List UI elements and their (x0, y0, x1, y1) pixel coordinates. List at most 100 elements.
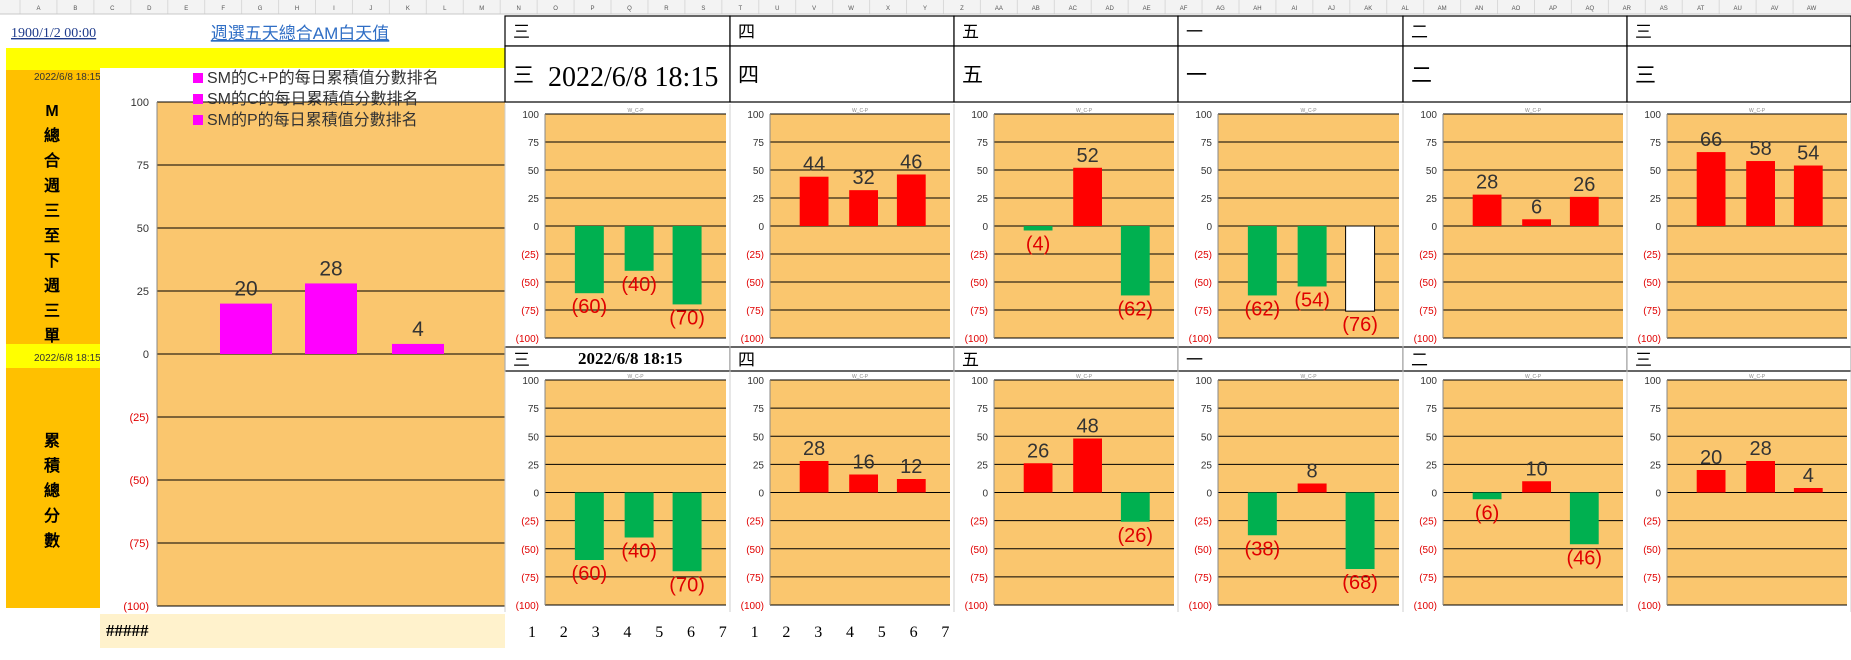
column-letter[interactable]: AD (1106, 6, 1115, 12)
day-number-cell[interactable]: 2 (560, 624, 568, 641)
small-bar[interactable] (1522, 481, 1551, 493)
column-letter[interactable]: S (701, 6, 705, 12)
small-bar[interactable] (1345, 225, 1376, 312)
day-number-cell[interactable]: 3 (592, 624, 600, 641)
small-bar[interactable] (1696, 152, 1726, 226)
column-letter[interactable]: AL (1402, 6, 1410, 12)
column-letter[interactable]: N (517, 6, 521, 12)
column-letter[interactable]: K (406, 6, 410, 12)
column-letter[interactable]: C (110, 6, 115, 12)
column-letter[interactable]: G (258, 6, 263, 12)
weekday-header-cell[interactable] (1177, 45, 1404, 103)
column-letter[interactable]: D (147, 6, 152, 12)
column-letter[interactable]: V (812, 6, 816, 12)
weekday-header-cell[interactable] (953, 45, 1179, 103)
column-letter[interactable]: T (738, 6, 742, 12)
weekday-header-cell[interactable] (1177, 15, 1404, 47)
column-letter[interactable]: AU (1733, 6, 1741, 12)
weekday-header-cell[interactable] (953, 346, 1179, 372)
small-bar[interactable] (672, 226, 702, 305)
column-letter[interactable]: AK (1364, 6, 1372, 12)
weekday-header-cell[interactable] (1177, 346, 1404, 372)
small-bar[interactable] (1073, 167, 1102, 226)
weekday-header-cell[interactable] (1402, 15, 1628, 47)
small-bar[interactable] (624, 226, 654, 271)
column-letter[interactable]: AC (1069, 6, 1078, 12)
day-number-cell[interactable]: 6 (687, 624, 695, 641)
small-bar[interactable] (1472, 492, 1502, 500)
weekday-header-cell[interactable] (953, 15, 1179, 47)
column-letter[interactable]: AT (1697, 6, 1705, 12)
day-number-cell[interactable]: 5 (878, 624, 886, 641)
weekday-header-cell[interactable] (504, 15, 731, 47)
small-chart-top-5[interactable]: W_C-P 100 75 50 25 0 (25) (50) (75) (100) 28 6 26 (1404, 104, 1626, 346)
column-letter[interactable]: AO (1512, 6, 1521, 12)
day-number-cell[interactable]: 1 (751, 624, 759, 641)
small-bar[interactable] (896, 174, 926, 226)
small-chart-bot-6[interactable]: W_C-P 100 75 50 25 0 (25) (50) (75) (100) 20 28 4 (1628, 372, 1850, 612)
main-bar[interactable] (392, 343, 444, 354)
weekday-header-cell[interactable] (1626, 346, 1851, 372)
column-letter[interactable]: Z (960, 6, 964, 12)
column-letter[interactable]: AP (1549, 6, 1557, 12)
weekday-header-cell[interactable] (1402, 346, 1628, 372)
column-letter[interactable]: P (591, 6, 595, 12)
legend-entry[interactable]: SM的C+P的每日累積值分數排名 (207, 69, 439, 87)
weekday-header-cell[interactable] (729, 15, 955, 47)
small-chart-top-6[interactable]: W_C-P 100 75 50 25 0 (25) (50) (75) (100) 66 58 54 (1628, 104, 1850, 346)
small-bar[interactable] (1746, 461, 1775, 493)
column-letter[interactable]: R (664, 6, 669, 12)
column-letter[interactable]: AS (1660, 6, 1668, 12)
column-letter[interactable]: W (848, 6, 854, 12)
column-letter[interactable]: H (295, 6, 299, 12)
title-cell[interactable] (100, 16, 505, 48)
column-letter[interactable]: O (553, 6, 558, 12)
weekday-header-cell[interactable] (1626, 15, 1851, 47)
small-bar[interactable] (1793, 488, 1823, 493)
small-chart-bot-2[interactable]: W_C-P 100 75 50 25 0 (25) (50) (75) (100) 28 16 12 (731, 372, 953, 612)
small-bar[interactable] (672, 492, 702, 572)
small-bar[interactable] (1073, 438, 1102, 493)
small-bar[interactable] (1696, 470, 1726, 493)
day-number-cell[interactable]: 3 (814, 624, 822, 641)
small-chart-bot-4[interactable]: W_C-P 100 75 50 25 0 (25) (50) (75) (100) (38) 8 (68… (1179, 372, 1402, 612)
small-bar[interactable] (849, 474, 878, 493)
small-chart-top-2[interactable]: W_C-P 100 75 50 25 0 (25) (50) (75) (100) 44 32 46 (731, 104, 953, 346)
hash-cell-bg[interactable] (100, 614, 505, 648)
day-number-cell[interactable]: 6 (910, 624, 918, 641)
column-letter[interactable]: AB (1032, 6, 1040, 12)
small-bar[interactable] (624, 492, 654, 538)
small-chart-bot-1[interactable]: W_C-P 100 75 50 25 0 (25) (50) (75) (100) (60) (40)… (506, 372, 729, 612)
top-left-date-cell[interactable]: 1900/1/2 00:00 (11, 26, 96, 41)
small-bar[interactable] (1120, 492, 1150, 522)
small-bar[interactable] (1746, 161, 1775, 226)
day-number-cell[interactable]: 7 (941, 624, 949, 641)
column-letter[interactable]: F (221, 6, 225, 12)
small-bar[interactable] (1522, 219, 1551, 226)
small-bar[interactable] (799, 461, 829, 493)
title-link[interactable]: 週選五天總合AM白天值 (211, 24, 390, 43)
small-bar[interactable] (574, 492, 604, 561)
day-number-cell[interactable]: 5 (655, 624, 663, 641)
small-chart-top-3[interactable]: W_C-P 100 75 50 25 0 (25) (50) (75) (100) (4) 52 (62… (955, 104, 1177, 346)
small-bar[interactable] (799, 176, 829, 226)
day-number-cell[interactable]: 4 (623, 624, 631, 641)
column-letter[interactable]: X (886, 6, 890, 12)
small-bar[interactable] (1297, 483, 1327, 493)
column-letter[interactable]: J (369, 6, 372, 12)
column-letter[interactable]: A (36, 6, 40, 12)
column-letter[interactable]: I (333, 6, 335, 12)
small-bar[interactable] (1023, 463, 1053, 493)
legend-entry[interactable]: SM的P的每日累積值分數排名 (207, 111, 418, 129)
column-letter[interactable]: AQ (1586, 6, 1595, 12)
small-bar[interactable] (1569, 492, 1599, 545)
column-letter[interactable]: AR (1623, 6, 1632, 12)
column-letter[interactable]: U (775, 6, 779, 12)
weekday-header-cell[interactable] (1626, 45, 1851, 103)
column-letter[interactable]: AH (1253, 6, 1261, 12)
column-letter[interactable]: AE (1143, 6, 1151, 12)
column-letter[interactable]: B (73, 6, 77, 12)
small-chart-top-1[interactable]: W_C-P 100 75 50 25 0 (25) (50) (75) (100) (60) (40)… (506, 104, 729, 346)
small-chart-bot-5[interactable]: W_C-P 100 75 50 25 0 (25) (50) (75) (100) (6) 10 (46… (1404, 372, 1626, 612)
day-number-cell[interactable]: 2 (782, 624, 790, 641)
